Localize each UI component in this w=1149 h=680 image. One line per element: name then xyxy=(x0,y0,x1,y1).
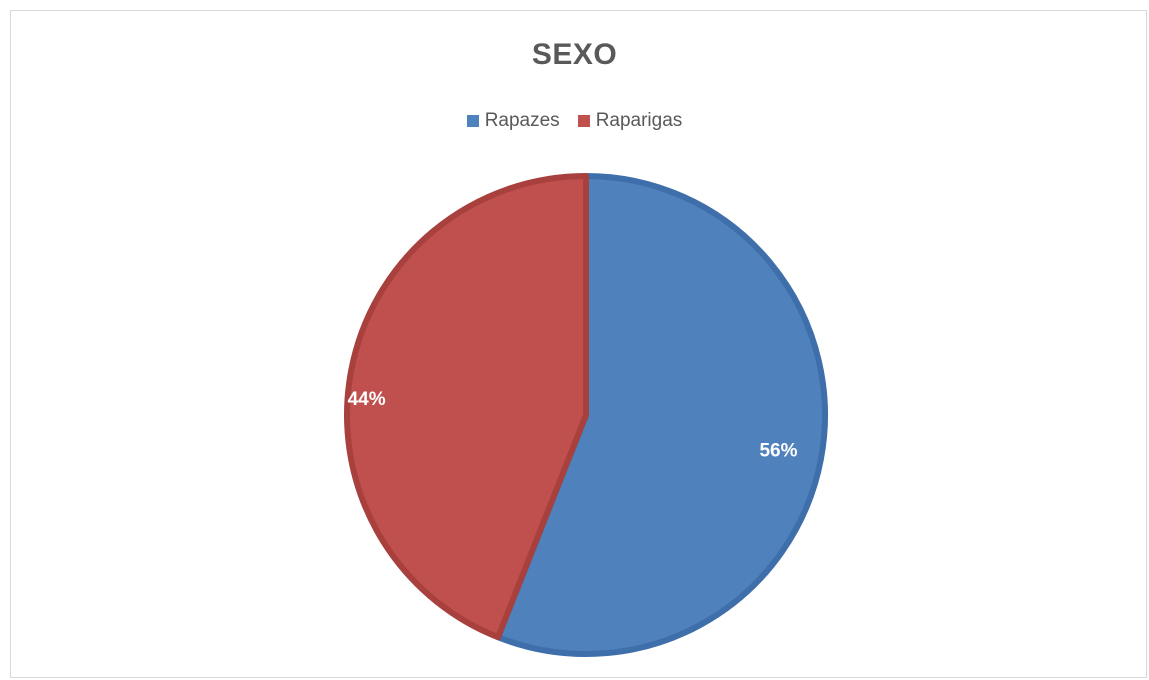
legend-swatch-raparigas xyxy=(577,115,590,127)
pie-slice-raparigas xyxy=(344,173,589,641)
pie-slices xyxy=(344,173,828,657)
legend-entry-raparigas: Raparigas xyxy=(577,110,683,132)
data-label-raparigas: 44% xyxy=(348,389,386,410)
chart-legend: Rapazes Raparigas xyxy=(0,110,1149,132)
pie-slice-rapazes xyxy=(495,173,828,657)
legend-entry-rapazes: Rapazes xyxy=(466,110,560,132)
legend-label-rapazes: Rapazes xyxy=(484,110,560,131)
legend-label-raparigas: Raparigas xyxy=(595,110,683,131)
data-label-rapazes: 56% xyxy=(759,441,797,462)
chart-title: SEXO xyxy=(531,38,618,71)
legend-swatch-rapazes xyxy=(466,115,479,127)
pie-data-labels: 56% 44% xyxy=(348,389,798,462)
